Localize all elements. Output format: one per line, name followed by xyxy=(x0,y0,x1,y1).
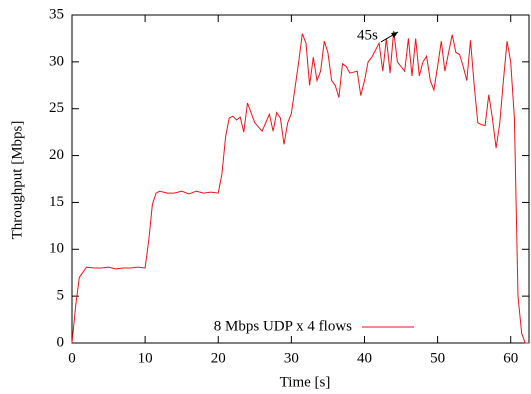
x-tick-label: 30 xyxy=(284,350,299,366)
x-tick-label: 20 xyxy=(211,350,226,366)
x-tick-label: 60 xyxy=(503,350,518,366)
y-tick-label: 25 xyxy=(49,100,64,116)
x-tick-label: 40 xyxy=(357,350,372,366)
data-line xyxy=(71,30,529,344)
y-axis-label: Throughput [Mbps] xyxy=(9,121,25,240)
y-tick-label: 15 xyxy=(49,194,64,210)
y-tick-label: 20 xyxy=(49,147,64,163)
x-axis-label: Time [s] xyxy=(280,374,331,390)
x-tick-label: 0 xyxy=(68,350,76,366)
x-tick-label: 10 xyxy=(138,350,153,366)
y-tick-label: 0 xyxy=(57,334,65,350)
legend-label: 8 Mbps UDP x 4 flows xyxy=(214,318,352,334)
annotation: 45s xyxy=(357,27,378,43)
plot-frame xyxy=(71,14,530,344)
y-tick-label: 5 xyxy=(57,288,65,304)
y-tick-label: 30 xyxy=(49,53,64,69)
x-tick-label: 50 xyxy=(430,350,445,366)
annotation-arrowhead xyxy=(391,32,398,38)
y-tick-label: 10 xyxy=(49,241,64,257)
y-tick-label: 35 xyxy=(49,6,64,22)
